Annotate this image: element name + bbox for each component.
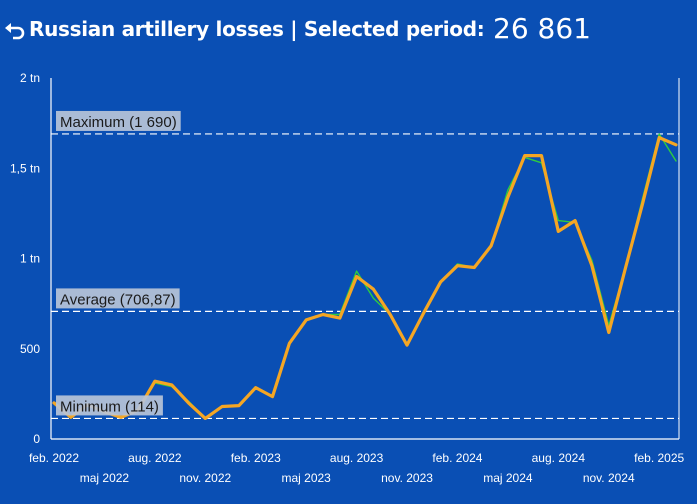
reference-label-box (56, 110, 181, 131)
reference-label-text: Minimum (114) (60, 398, 159, 415)
selected-period-total: 26 861 (493, 12, 591, 45)
x-tick-label: nov. 2024 (583, 471, 635, 485)
reference-label-text: Average (706,87) (60, 291, 176, 308)
secondary-series-line (53, 133, 677, 420)
reference-label: Minimum (114) (56, 395, 163, 416)
x-tick-label: nov. 2022 (179, 471, 231, 485)
chart-title: Russian artillery losses | Selected peri… (29, 17, 485, 41)
reference-label-box (56, 395, 163, 416)
x-tick-label: maj 2022 (80, 471, 130, 485)
y-tick-label: 1 tn (20, 252, 40, 266)
x-tick-label: feb. 2023 (231, 451, 281, 465)
artillery-losses-chart: 0 500 1 tn 1,5 tn 2 tn feb. 2022 aug. 2022 feb.… (10, 71, 685, 485)
chart-header: Russian artillery losses | Selected peri… (0, 0, 697, 62)
x-tick-label: aug. 2024 (532, 451, 586, 465)
y-tick-label: 0 (33, 432, 40, 446)
reference-label: Maximum (1 690) (56, 110, 181, 131)
reference-label: Average (706,87) (56, 288, 180, 309)
x-tick-label: aug. 2023 (330, 451, 384, 465)
main-series-line (52, 135, 678, 420)
y-tick-label: 1,5 tn (10, 161, 40, 175)
reference-label-box (56, 288, 180, 309)
x-tick-label: feb. 2022 (29, 451, 79, 465)
x-tick-label: feb. 2024 (432, 451, 482, 465)
reference-label-text: Maximum (1 690) (60, 114, 177, 131)
x-tick-label: maj 2024 (483, 471, 533, 485)
y-tick-label: 2 tn (20, 71, 40, 85)
x-tick-label: aug. 2022 (128, 451, 182, 465)
x-tick-label: nov. 2023 (381, 471, 433, 485)
undo-arrow-icon[interactable] (3, 19, 27, 43)
y-tick-label: 500 (20, 342, 40, 356)
x-tick-label: feb. 2025 (634, 451, 684, 465)
x-tick-label: maj 2023 (281, 471, 331, 485)
